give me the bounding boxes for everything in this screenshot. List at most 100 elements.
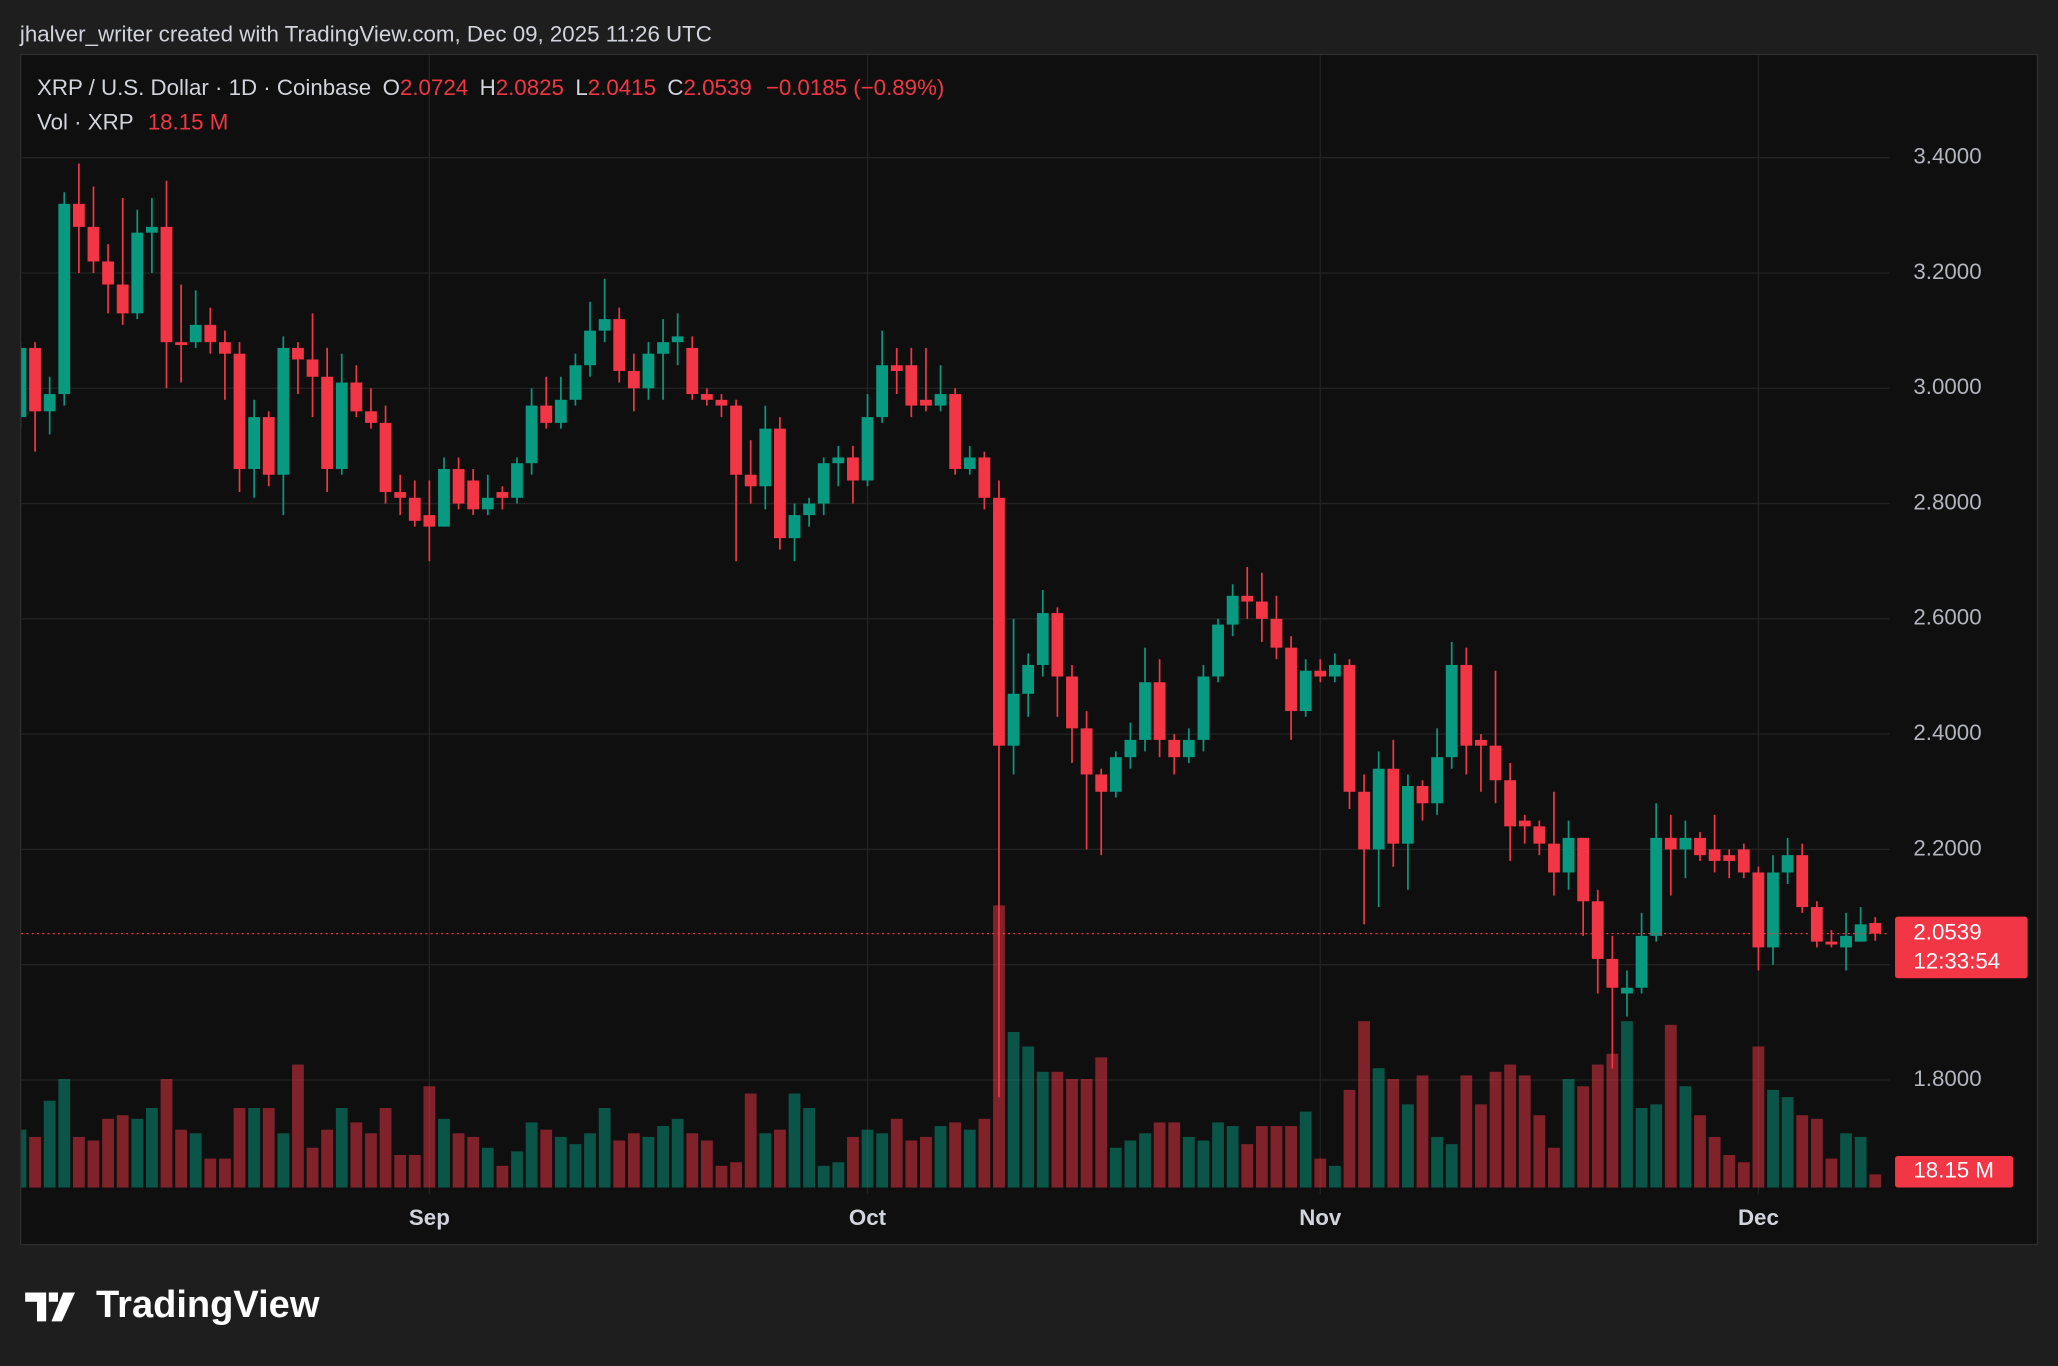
volume-legend: Vol · XRP 18.15 M xyxy=(37,109,228,134)
volume-bar xyxy=(1416,1075,1429,1188)
volume-bar xyxy=(905,1140,918,1188)
volume-bar xyxy=(934,1126,947,1188)
volume-bar xyxy=(277,1133,290,1188)
volume-bar xyxy=(1460,1075,1473,1188)
candle-body xyxy=(1182,739,1195,758)
candle-body xyxy=(1518,820,1531,827)
candle-body xyxy=(1124,739,1137,758)
volume-bar xyxy=(1066,1079,1078,1188)
volume-bar xyxy=(1504,1064,1517,1188)
candle-body xyxy=(1343,664,1356,792)
y-tick-label: 2.6000 xyxy=(1913,605,1981,630)
volume-bar xyxy=(803,1107,816,1188)
candle-body xyxy=(204,324,217,343)
volume-bar xyxy=(1548,1147,1560,1188)
candle-body xyxy=(1255,601,1268,619)
candle-body xyxy=(963,457,976,469)
volume-bar xyxy=(1606,1053,1619,1188)
candle-body xyxy=(189,324,202,343)
volume-badge-label: 18.15 M xyxy=(1913,1158,1994,1183)
candle-body xyxy=(554,399,567,423)
candle-body xyxy=(1694,837,1706,856)
volume-bar xyxy=(481,1147,494,1188)
volume-bar xyxy=(744,1093,757,1188)
candle-body xyxy=(890,365,903,371)
candle-body xyxy=(1285,647,1297,712)
x-tick-label: Nov xyxy=(1299,1205,1342,1230)
candle-body xyxy=(657,342,669,354)
volume-bar xyxy=(452,1133,465,1188)
volume-bar xyxy=(525,1122,538,1188)
candle-body xyxy=(292,347,304,360)
candle-body xyxy=(394,492,407,498)
volume-bar xyxy=(715,1165,728,1188)
volume-bar xyxy=(1664,1024,1677,1188)
candle-body xyxy=(1577,837,1590,902)
candle-body xyxy=(1109,757,1122,792)
candle-body xyxy=(1840,935,1852,948)
candle-body xyxy=(949,394,962,469)
candle-body xyxy=(262,417,275,475)
candle-body xyxy=(1431,757,1444,804)
volume-bar xyxy=(1533,1115,1546,1188)
candle-body xyxy=(145,226,158,233)
volume-bar xyxy=(1650,1104,1663,1188)
volume-bar xyxy=(1621,1021,1633,1188)
close-value: 2.0539 xyxy=(684,75,752,100)
candle-body xyxy=(175,342,188,346)
volume-bar xyxy=(496,1165,509,1188)
y-tick-label: 2.8000 xyxy=(1913,489,1981,514)
volume-bar xyxy=(1358,1021,1370,1188)
volume-bar xyxy=(1475,1104,1487,1188)
volume-bar xyxy=(1577,1086,1590,1188)
candle-body xyxy=(1723,855,1736,861)
volume-bar xyxy=(1182,1136,1195,1188)
volume-bar xyxy=(43,1100,56,1188)
candle-body xyxy=(817,463,830,504)
volume-bar xyxy=(1445,1144,1458,1188)
volume-bar xyxy=(1767,1089,1779,1188)
candle-body xyxy=(1635,935,1648,988)
candle-body xyxy=(671,336,684,343)
volume-bar xyxy=(759,1133,772,1188)
candle-body xyxy=(1416,786,1429,804)
volume-bar xyxy=(949,1122,962,1188)
volume-bar xyxy=(1708,1136,1721,1188)
candle-body xyxy=(452,468,465,504)
volume-bar xyxy=(657,1126,669,1188)
candle-body xyxy=(1080,728,1093,775)
candle-body xyxy=(1153,682,1166,740)
candle-body xyxy=(1401,786,1414,844)
candle-body xyxy=(43,394,56,412)
volume-bar xyxy=(1226,1126,1239,1188)
volume-bar xyxy=(87,1140,100,1188)
volume-bar xyxy=(102,1118,114,1188)
volume-bar xyxy=(1387,1079,1400,1188)
candle-body xyxy=(1095,774,1108,792)
volume-name: Vol · XRP xyxy=(37,109,134,134)
candle-body xyxy=(408,497,421,521)
candle-body xyxy=(1708,849,1721,861)
volume-bar xyxy=(627,1133,640,1188)
x-tick-label: Dec xyxy=(1738,1205,1779,1230)
volume-bar xyxy=(1299,1111,1312,1188)
volume-bar xyxy=(1241,1144,1254,1188)
price-badge-label: 2.0539 xyxy=(1913,920,1981,945)
volume-bar xyxy=(1737,1162,1750,1188)
volume-bar xyxy=(730,1162,742,1188)
volume-bar xyxy=(1723,1154,1736,1188)
volume-bar xyxy=(978,1118,991,1188)
volume-bar xyxy=(1825,1158,1838,1188)
volume-bar xyxy=(1109,1147,1122,1188)
candle-body xyxy=(1270,618,1283,648)
volume-bar xyxy=(1080,1079,1093,1188)
high-value: 2.0825 xyxy=(496,75,564,100)
candle-body xyxy=(700,394,713,400)
volume-bar xyxy=(394,1154,407,1188)
candle-body xyxy=(759,428,772,487)
candle-body xyxy=(525,405,538,464)
low-value: 2.0415 xyxy=(588,75,656,100)
candle-body xyxy=(438,468,450,527)
candle-body xyxy=(350,382,363,412)
